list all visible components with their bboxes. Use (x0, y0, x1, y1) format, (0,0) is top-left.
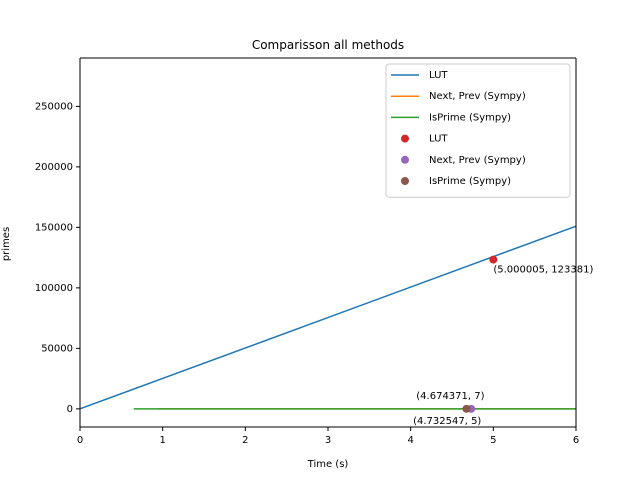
annotation-label-1: (4.732547, 5) (413, 416, 481, 427)
legend-label-1: Next, Prev (Sympy) (429, 91, 526, 102)
x-tick-label-0: 0 (77, 435, 83, 446)
x-tick-label-6: 6 (573, 435, 579, 446)
legend-label-4: Next, Prev (Sympy) (429, 155, 526, 166)
x-tick-label-4: 4 (407, 435, 413, 446)
legend-box (385, 63, 571, 198)
chart-title: Comparisson all methods (252, 38, 404, 52)
y-tick-label-5: 250000 (35, 101, 73, 112)
y-tick-label-2: 100000 (35, 283, 73, 294)
x-axis-label: Time (s) (307, 459, 349, 470)
x-tick-label-5: 5 (490, 435, 496, 446)
legend-swatch-4 (401, 155, 409, 164)
y-tick-label-1: 50000 (41, 343, 73, 354)
marker-point-2 (462, 404, 471, 413)
plot-content (80, 225, 576, 413)
plot-area: (5.000005, 123381) (4.732547, 5) (4.674371… (80, 225, 593, 427)
x-tick-label-1: 1 (159, 435, 165, 446)
legend-label-3: LUT (429, 134, 448, 145)
legend-swatch-3 (401, 134, 409, 143)
y-tick-label-0: 0 (67, 404, 73, 415)
marker-point-0 (489, 255, 498, 264)
x-tick-label-2: 2 (242, 435, 248, 446)
legend-label-5: IsPrime (Sympy) (429, 176, 511, 187)
legend-label-2: IsPrime (Sympy) (429, 112, 511, 123)
y-axis-label: primes (1, 227, 12, 261)
y-tick-label-4: 200000 (35, 162, 73, 173)
annotation-label-0: (5.000005, 123381) (493, 265, 593, 276)
x-tick-label-3: 3 (325, 435, 331, 446)
legend-label-0: LUT (429, 70, 448, 81)
annotation-label-2: (4.674371, 7) (416, 391, 484, 402)
axes: 0 1 2 3 4 5 6 0 50000 100000 150000 200000 250000 (35, 57, 579, 446)
legend-swatch-5 (401, 177, 409, 185)
legend: LUT Next, Prev (Sympy) IsPrime (Sympy) LUT N… (385, 63, 571, 198)
y-tick-label-3: 150000 (35, 222, 73, 233)
